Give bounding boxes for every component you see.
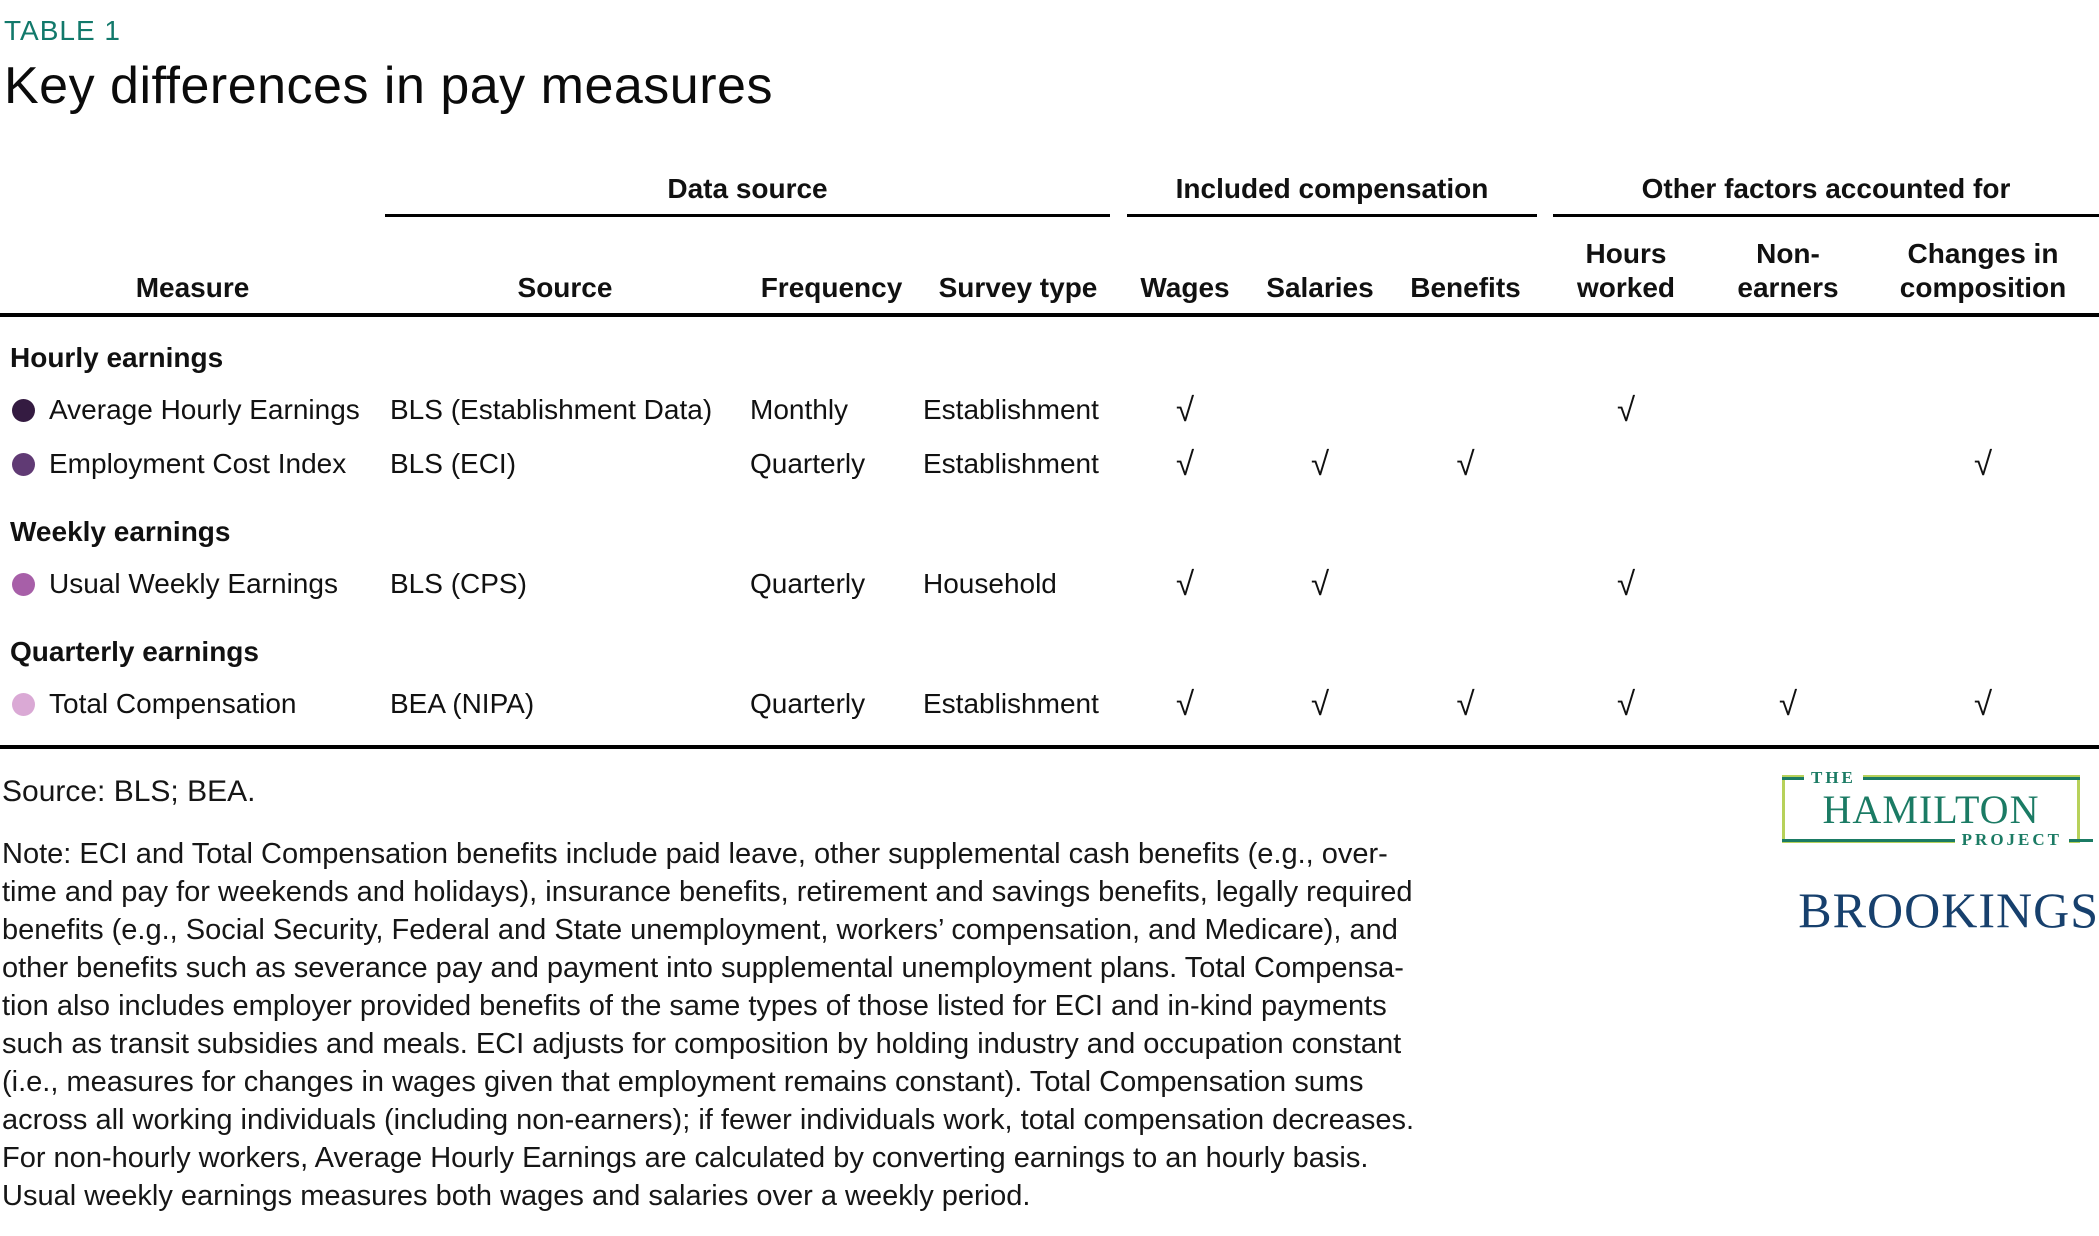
measure-label: Employment Cost Index [49, 448, 347, 479]
group-header-included-compensation: Included compensation [1127, 172, 1537, 217]
checkmark-icon: √ [1616, 565, 1636, 602]
checkmark-icon: √ [1175, 685, 1195, 722]
checkmark-icon: √ [1175, 445, 1195, 482]
table-body: Hourly earnings Average Hourly Earnings BL… [0, 317, 2099, 749]
empty-check-cell [1709, 437, 1867, 491]
section-label: Quarterly earnings [10, 636, 259, 667]
frequency-cell: Monthly [750, 394, 849, 425]
group-header-data-source: Data source [385, 172, 1110, 217]
empty-check-cell [1867, 557, 2099, 611]
source-line: Source: BLS; BEA. [2, 775, 256, 808]
measure-cell: Average Hourly Earnings [0, 383, 385, 437]
checkmark-icon: √ [1175, 565, 1195, 602]
hamilton-project-logo: THE HAMILTON PROJECT [1782, 768, 2093, 850]
group-header-spacer [0, 172, 385, 217]
source-cell: BLS (ECI) [390, 448, 517, 479]
section-label: Weekly earnings [10, 516, 231, 547]
empty-check-cell [1388, 383, 1543, 437]
page: TABLE 1 Key differences in pay measures … [0, 14, 2099, 1236]
checkmark-icon: √ [1778, 685, 1798, 722]
column-header-changes-in-composition: Changes in composition [1899, 238, 2067, 303]
survey-type-cell: Establishment [923, 448, 1099, 479]
checkmark-icon: √ [1616, 685, 1636, 722]
column-header-benefits: Benefits [1410, 272, 1521, 303]
hamilton-rule-left [1782, 776, 1804, 780]
hamilton-logo-project: PROJECT [1954, 830, 2069, 850]
group-header-other-factors: Other factors accounted for [1553, 172, 2099, 217]
legend-dot-icon [12, 452, 35, 476]
table-group-header-row: Data source Included compensation Other … [0, 172, 2099, 217]
survey-type-cell: Establishment [923, 688, 1099, 719]
hamilton-logo-bottom-rule: PROJECT [1782, 830, 2093, 850]
empty-check-cell [1709, 557, 1867, 611]
measure-cell: Usual Weekly Earnings [0, 557, 385, 611]
column-header-salaries: Salaries [1266, 272, 1374, 303]
checkmark-icon: √ [1310, 445, 1330, 482]
frequency-cell: Quarterly [750, 568, 866, 599]
note-text: Note: ECI and Total Compensation benefit… [2, 838, 1415, 1212]
hamilton-rule-bottom-left [1782, 838, 1955, 842]
checkmark-icon: √ [1310, 565, 1330, 602]
measure-cell: Total Compensation [0, 677, 385, 731]
measure-label: Total Compensation [49, 688, 297, 719]
empty-check-cell [1709, 383, 1867, 437]
source-cell: BLS (CPS) [390, 568, 527, 599]
legend-dot-icon [12, 692, 35, 716]
measure-cell: Employment Cost Index [0, 437, 385, 491]
empty-check-cell [1543, 437, 1709, 491]
checkmark-icon: √ [1973, 445, 1993, 482]
column-header-wages: Wages [1140, 272, 1230, 303]
column-header-measure: Measure [135, 272, 250, 303]
brookings-logo: BROOKINGS [1798, 882, 2099, 938]
source-cell: BLS (Establishment Data) [390, 394, 713, 425]
logo-block: THE HAMILTON PROJECT BROOKINGS [1782, 768, 2099, 1215]
column-header-non-earners: Non- earners [1737, 238, 1839, 303]
column-header-survey-type: Survey type [938, 272, 1098, 303]
measure-label: Average Hourly Earnings [49, 394, 360, 425]
column-header-source: Source [517, 272, 613, 303]
hamilton-logo-the: THE [1804, 768, 1863, 788]
source-cell: BEA (NIPA) [390, 688, 535, 719]
legend-dot-icon [12, 398, 35, 422]
column-header-frequency: Frequency [760, 272, 903, 303]
checkmark-icon: √ [1456, 445, 1475, 482]
checkmark-icon: √ [1456, 685, 1475, 722]
hamilton-logo-top-rule: THE [1782, 768, 2080, 788]
survey-type-cell: Household [923, 568, 1057, 599]
section-label: Hourly earnings [10, 342, 224, 373]
table-column-header-row: Measure Source Frequency Survey type Wag… [0, 217, 2099, 317]
frequency-cell: Quarterly [750, 448, 866, 479]
column-header-hours-worked: Hours worked [1576, 238, 1676, 303]
empty-check-cell [1867, 383, 2099, 437]
legend-dot-icon [12, 572, 35, 596]
page-title: Key differences in pay measures [4, 57, 773, 115]
empty-check-cell [1252, 383, 1388, 437]
checkmark-icon: √ [1310, 685, 1330, 722]
frequency-cell: Quarterly [750, 688, 866, 719]
hamilton-logo-name: HAMILTON [1822, 787, 2040, 832]
empty-check-cell [1388, 557, 1543, 611]
measure-label: Usual Weekly Earnings [49, 568, 338, 599]
survey-type-cell: Establishment [923, 394, 1099, 425]
footer-text-block: Source: BLS; BEA. Note: ECI and Total Co… [2, 775, 1762, 1215]
hamilton-rule-bottom-right [2069, 838, 2093, 842]
table-number-label: TABLE 1 [4, 15, 121, 46]
checkmark-icon: √ [1973, 685, 1993, 722]
checkmark-icon: √ [1175, 391, 1195, 428]
table-footer: Source: BLS; BEA. Note: ECI and Total Co… [0, 749, 2099, 1215]
hamilton-rule-right [1862, 776, 2080, 780]
checkmark-icon: √ [1616, 391, 1636, 428]
